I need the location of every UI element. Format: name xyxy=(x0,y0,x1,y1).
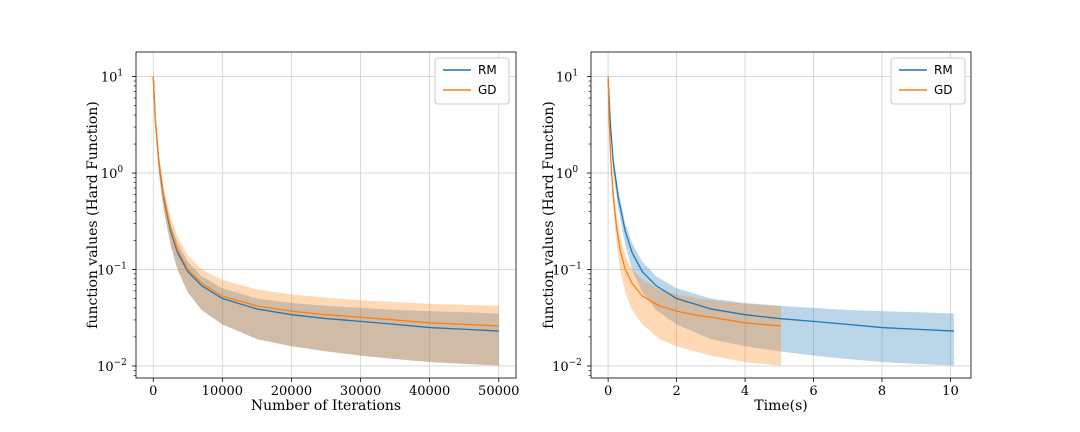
x-tick-label-0: 0 xyxy=(149,384,157,399)
band-gd xyxy=(608,76,781,366)
x-tick-label-4: 8 xyxy=(878,384,886,399)
bands-iterations xyxy=(153,76,499,366)
series-line-rm xyxy=(607,76,954,332)
legend-box-time xyxy=(890,57,966,105)
y-axis-label-time: function values (Hard Function) xyxy=(541,101,557,328)
x-ticks-iterations: 0 10000 20000 30000 40000 50000 xyxy=(149,378,519,399)
y-tick-label-2: 100 xyxy=(556,165,579,182)
legend-label-rm: RM xyxy=(478,63,497,77)
x-tick-label-2: 20000 xyxy=(271,384,312,399)
series-line-gd xyxy=(607,76,782,327)
legend-label-rm: RM xyxy=(934,63,953,77)
band-rm xyxy=(608,76,954,366)
x-tick-label-0: 0 xyxy=(604,384,612,399)
legend-box-iterations xyxy=(434,57,510,105)
y-tick-label-3: 101 xyxy=(101,69,123,86)
x-tick-label-3: 30000 xyxy=(340,384,381,399)
legend-iterations: RM GD xyxy=(434,57,510,105)
x-tick-label-4: 40000 xyxy=(409,384,450,399)
y-axis-label-iterations: function values (Hard Function) xyxy=(85,101,101,328)
lines-time xyxy=(607,76,954,332)
plot-time: 0 2 4 6 8 10 10−2 10−1 100 101 Time(s) function … xyxy=(541,51,972,414)
x-axis-label-time: Time(s) xyxy=(754,398,807,414)
lines-iterations xyxy=(152,76,499,332)
x-tick-label-5: 50000 xyxy=(478,384,519,399)
x-tick-label-1: 2 xyxy=(672,384,680,399)
legend-label-gd: GD xyxy=(934,83,953,97)
y-tick-label-2: 100 xyxy=(101,165,124,182)
legend-time: RM GD xyxy=(890,57,966,105)
y-ticks-time: 10−2 10−1 100 101 xyxy=(552,69,591,376)
y-tick-label-1: 10−1 xyxy=(97,262,127,279)
band-rm xyxy=(153,76,499,366)
x-tick-label-1: 10000 xyxy=(202,384,243,399)
bands-time xyxy=(608,76,954,366)
axes-frame-time xyxy=(590,51,972,379)
y-tick-label-3: 101 xyxy=(556,69,578,86)
series-line-gd xyxy=(152,76,499,327)
y-tick-label-0: 10−2 xyxy=(97,358,127,375)
band-gd xyxy=(153,76,499,366)
plot-iterations: 0 10000 20000 30000 40000 50000 10−210−110010… xyxy=(85,51,519,414)
x-tick-label-2: 4 xyxy=(741,384,749,399)
x-tick-label-5: 10 xyxy=(942,384,959,399)
x-ticks-time: 0 2 4 6 8 10 xyxy=(604,378,959,399)
y-tick-label-0: 10−2 xyxy=(552,358,582,375)
y-ticks-iterations: 10−2 10−1 100 101 xyxy=(97,69,136,376)
x-tick-label-3: 6 xyxy=(809,384,817,399)
axes-frame-iterations xyxy=(135,51,517,379)
grid-time xyxy=(591,52,971,378)
y-tick-label-1: 10−1 xyxy=(552,262,582,279)
legend-label-gd: GD xyxy=(478,83,497,97)
x-axis-label-iterations: Number of Iterations xyxy=(251,398,401,414)
